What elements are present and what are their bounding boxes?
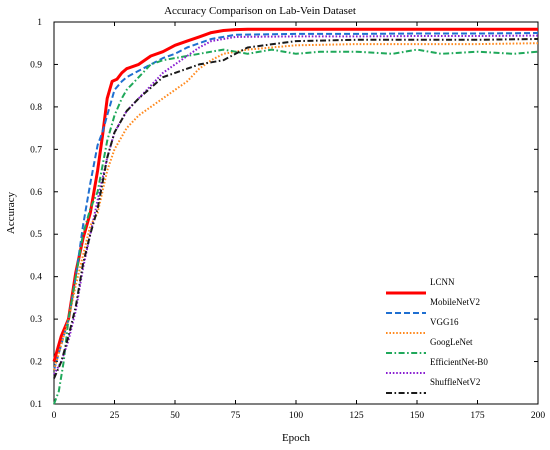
- legend-label-mobilenetv2: MobileNetV2: [430, 297, 480, 307]
- x-tick-label: 75: [231, 411, 241, 421]
- y-tick-label: 1: [37, 18, 42, 28]
- x-tick-label: 150: [410, 411, 425, 421]
- x-tick-label: 25: [110, 411, 120, 421]
- y-tick-label: 0.1: [30, 400, 42, 410]
- y-tick-label: 0.4: [30, 273, 42, 283]
- series-line-shufflenetv2: [53, 38, 539, 379]
- chart-title: Accuracy Comparison on Lab-Vein Dataset: [164, 5, 356, 17]
- x-tick-label: 100: [289, 411, 304, 421]
- series-line-efficientnet-b0: [53, 34, 539, 375]
- legend-label-googlenet: GoogLeNet: [430, 337, 473, 347]
- y-tick-label: 0.9: [30, 60, 42, 70]
- x-tick-label: 200: [531, 411, 546, 421]
- x-axis-label: Epoch: [282, 432, 311, 444]
- x-tick-label: 0: [52, 411, 57, 421]
- y-tick-label: 0.6: [30, 188, 42, 198]
- legend: LCNN MobileNetV2 VGG16 GoogLeNet EfficientNe…: [386, 277, 488, 394]
- y-axis: 0.1 0.2 0.3 0.4 0.5 0.6 0.7 0.8 0.9 1: [30, 18, 538, 410]
- y-tick-label: 0.8: [30, 103, 42, 113]
- x-tick-label: 175: [470, 411, 485, 421]
- series-line-vgg16: [53, 42, 539, 371]
- series-line-lcnn: [52, 27, 538, 363]
- legend-label-shufflenetv2: ShuffleNetV2: [430, 377, 480, 387]
- x-tick-label: 125: [349, 411, 364, 421]
- legend-label-lcnn: LCNN: [430, 277, 455, 287]
- series-line-mobilenetv2: [53, 32, 539, 371]
- series-line-googlenet: [53, 48, 539, 405]
- y-axis-label: Accuracy: [5, 191, 17, 234]
- y-tick-label: 0.5: [30, 230, 42, 240]
- y-tick-label: 0.2: [30, 358, 42, 368]
- legend-label-efficientnet-b0: EfficientNet-B0: [430, 357, 488, 367]
- x-axis: 0 25 50 75 100 125 150 175 200: [52, 22, 546, 421]
- legend-label-vgg16: VGG16: [430, 317, 459, 327]
- x-tick-label: 50: [170, 411, 180, 421]
- y-tick-label: 0.3: [30, 315, 42, 325]
- series-layer: [52, 27, 539, 405]
- y-tick-label: 0.7: [30, 145, 42, 155]
